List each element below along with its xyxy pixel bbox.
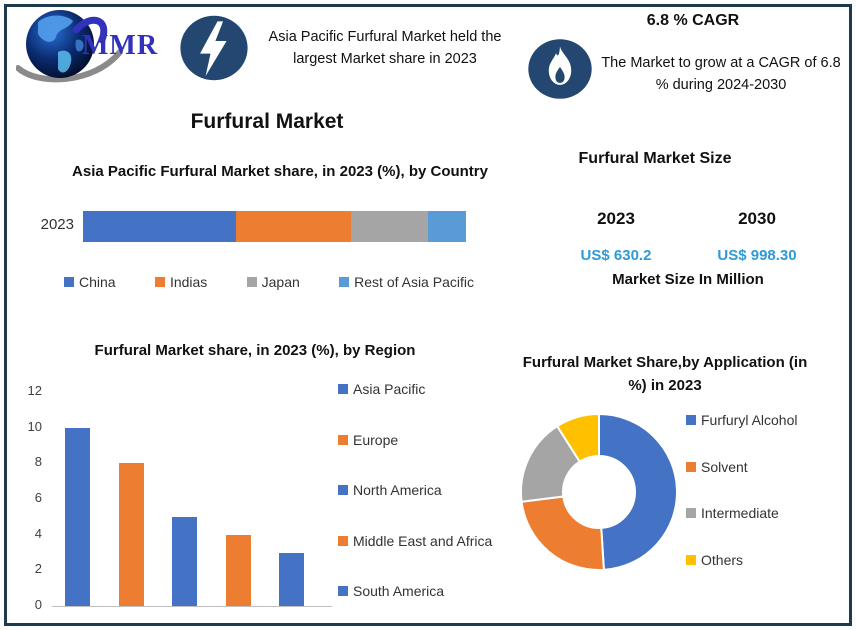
legend-item-japan: Japan bbox=[246, 274, 300, 290]
legend-swatch-intermediate bbox=[686, 508, 696, 519]
flame-icon bbox=[521, 36, 599, 102]
country-chart-title: Asia Pacific Furfural Market share, in 2… bbox=[72, 163, 488, 180]
legend-item-asia-pacific: Asia Pacific bbox=[338, 381, 488, 397]
stacked-segment-rest-of-asia-pacific bbox=[427, 211, 466, 242]
stacked-segment-japan bbox=[351, 211, 428, 242]
legend-swatch-solvent bbox=[686, 461, 696, 472]
country-chart-legend: China Indias Japan Rest of Asia Pacific bbox=[64, 274, 474, 290]
bar-asia-pacific bbox=[65, 427, 90, 606]
legend-swatch-japan bbox=[246, 277, 257, 287]
region-chart-plot bbox=[52, 384, 332, 607]
legend-item-solvent: Solvent bbox=[686, 459, 846, 475]
market-size-year-2023: 2023 bbox=[597, 209, 635, 228]
legend-item-europe: Europe bbox=[338, 432, 488, 448]
application-donut-chart bbox=[520, 412, 678, 571]
region-chart-y-axis: 0 2 4 6 8 10 12 bbox=[12, 383, 42, 612]
legend-item-others: Others bbox=[686, 552, 846, 568]
highlight-right-text: The Market to grow at a CAGR of 6.8 % du… bbox=[601, 55, 841, 93]
legend-swatch-others bbox=[686, 554, 696, 565]
stacked-segment-china bbox=[83, 211, 237, 242]
legend-label: Others bbox=[701, 551, 744, 568]
legend-label: Furfuryl Alcohol bbox=[701, 412, 798, 428]
y-tick-8: 8 bbox=[34, 454, 42, 470]
y-tick-2: 2 bbox=[34, 561, 42, 577]
legend-item-indias: Indias bbox=[154, 274, 208, 290]
legend-item-china: China bbox=[64, 274, 116, 290]
legend-swatch-rest-of-asia-pacific bbox=[339, 277, 350, 287]
country-chart-category-label: 2023 bbox=[40, 216, 74, 233]
legend-swatch-furfuryl-alcohol bbox=[686, 415, 696, 425]
legend-swatch-asia-pacific bbox=[338, 384, 348, 394]
market-size-year-2030: 2030 bbox=[738, 209, 776, 228]
legend-item-middle-east-and-africa: Middle East and Africa bbox=[338, 533, 492, 549]
donut-slice-others bbox=[555, 412, 600, 463]
donut-slice-solvent bbox=[520, 495, 605, 571]
legend-label: North America bbox=[353, 482, 442, 498]
legend-label: Rest of Asia Pacific bbox=[354, 274, 474, 290]
y-tick-10: 10 bbox=[27, 418, 42, 434]
legend-item-rest-of-asia-pacific: Rest of Asia Pacific bbox=[339, 274, 474, 290]
y-tick-6: 6 bbox=[34, 490, 42, 505]
bar-south-america bbox=[279, 552, 304, 606]
legend-label: South America bbox=[353, 583, 445, 599]
application-chart-title: Furfural Market Share,by Application (in… bbox=[522, 354, 808, 394]
legend-label: Japan bbox=[261, 274, 300, 290]
cagr-heading: 6.8 % CAGR bbox=[646, 12, 740, 29]
market-size-value-2023: US$ 630.2 bbox=[580, 247, 652, 264]
legend-swatch-south-america bbox=[338, 586, 348, 596]
legend-swatch-china bbox=[64, 277, 74, 287]
legend-label: Asia Pacific bbox=[353, 381, 426, 397]
legend-item-furfuryl-alcohol: Furfuryl Alcohol bbox=[686, 412, 846, 428]
legend-swatch-europe bbox=[338, 434, 348, 445]
legend-swatch-indias bbox=[154, 277, 165, 287]
market-size-caption: Market Size In Million bbox=[612, 271, 764, 288]
page-title: Furfural Market bbox=[190, 110, 344, 133]
application-chart-legend: Furfuryl Alcohol Solvent Intermediate Other… bbox=[686, 412, 846, 568]
legend-item-south-america: South America bbox=[338, 583, 488, 599]
lightning-icon bbox=[176, 13, 252, 83]
region-chart-title: Furfural Market share, in 2023 (%), by R… bbox=[94, 342, 416, 359]
legend-swatch-middle-east-and-africa bbox=[338, 535, 348, 546]
y-tick-12: 12 bbox=[27, 383, 42, 398]
legend-label: China bbox=[79, 274, 116, 290]
y-tick-4: 4 bbox=[34, 525, 42, 541]
legend-item-intermediate: Intermediate bbox=[686, 505, 846, 521]
market-size-title: Furfural Market Size bbox=[578, 150, 732, 167]
country-stacked-bar bbox=[83, 211, 466, 242]
donut-slice-furfuryl-alcohol bbox=[598, 412, 678, 571]
market-size-value-2030: US$ 998.30 bbox=[717, 247, 797, 264]
legend-label: Solvent bbox=[701, 458, 748, 475]
page-border bbox=[4, 4, 852, 626]
legend-label: Indias bbox=[169, 274, 208, 290]
highlight-left-text: Asia Pacific Furfural Market held the la… bbox=[268, 29, 502, 68]
legend-item-north-america: North America bbox=[338, 482, 488, 498]
y-tick-0: 0 bbox=[34, 597, 42, 612]
legend-label: Intermediate bbox=[701, 505, 779, 522]
legend-swatch-north-america bbox=[338, 485, 348, 495]
bar-middle-east-and-africa bbox=[225, 534, 251, 606]
region-chart-legend: Asia Pacific Europe North America Middle Ea… bbox=[338, 381, 492, 599]
legend-label: Middle East and Africa bbox=[353, 532, 493, 549]
logo-text: MMR bbox=[82, 30, 159, 61]
mmr-logo: MMR bbox=[15, 6, 186, 94]
globe-icon bbox=[15, 10, 123, 83]
legend-label: Europe bbox=[353, 431, 399, 448]
stacked-segment-indias bbox=[236, 211, 352, 242]
bar-europe bbox=[118, 463, 144, 606]
bar-north-america bbox=[172, 516, 197, 606]
